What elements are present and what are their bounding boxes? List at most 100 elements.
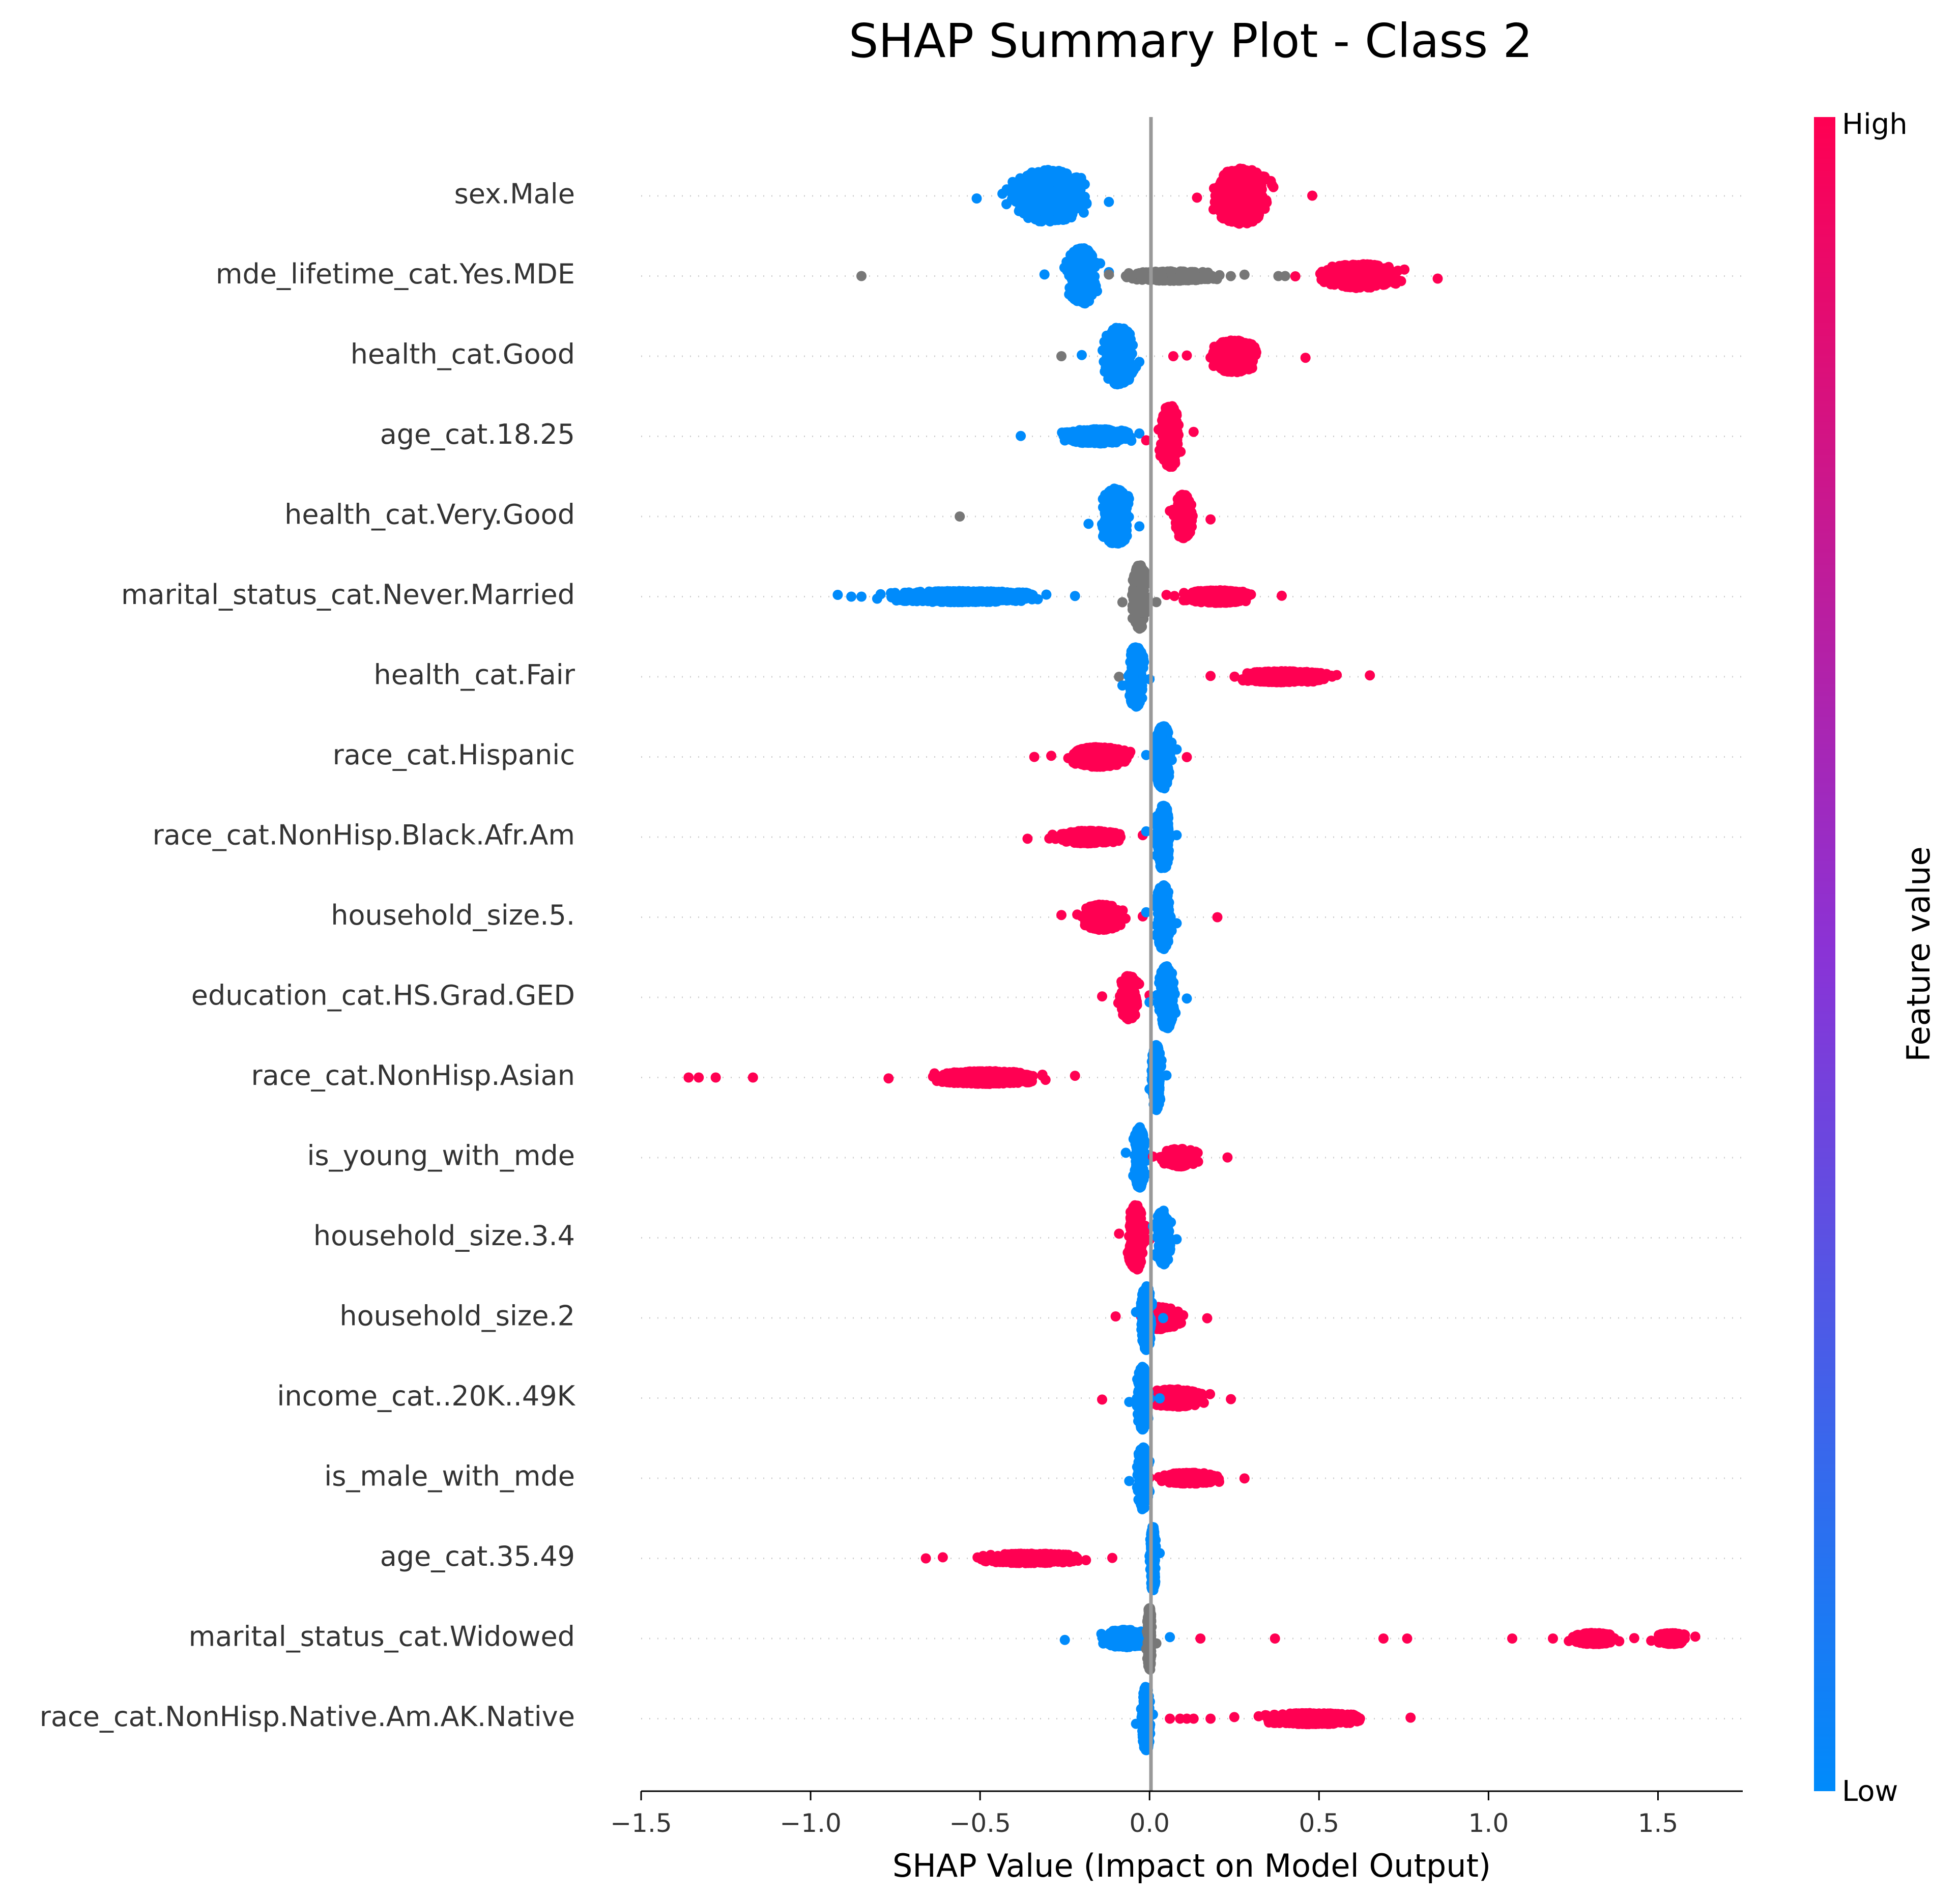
shap-point: [1169, 424, 1179, 435]
shap-point: [1041, 589, 1052, 600]
shap-point: [1110, 530, 1121, 541]
shap-point: [1184, 520, 1194, 531]
shap-point: [1244, 191, 1255, 202]
shap-point: [888, 592, 899, 602]
shap-point: [1300, 353, 1311, 363]
shap-point: [1019, 173, 1030, 184]
shap-point: [1031, 189, 1042, 199]
shap-point: [971, 193, 982, 204]
shap-point: [1001, 184, 1012, 195]
shap-point: [1218, 213, 1228, 223]
shap-point: [1110, 355, 1121, 365]
shap-point: [1307, 190, 1317, 201]
shap-point: [1115, 515, 1126, 526]
beeswarm-points: [683, 163, 1700, 1756]
shap-point: [1054, 183, 1064, 193]
shap-point: [1202, 269, 1213, 279]
shap-point: [1118, 375, 1129, 385]
shap-point: [1213, 360, 1224, 371]
shap-point: [1058, 214, 1069, 225]
shap-point: [1216, 351, 1226, 362]
shap-point: [1329, 266, 1339, 277]
shap-point: [1016, 430, 1026, 441]
shap-point: [1178, 507, 1189, 518]
shap-point: [1074, 270, 1085, 281]
shap-point: [1115, 489, 1126, 499]
shap-point: [1108, 325, 1118, 335]
shap-point: [1121, 337, 1132, 348]
shap-point: [1249, 207, 1260, 218]
shap-point: [1134, 521, 1145, 532]
shap-point: [1367, 278, 1377, 289]
shap-point: [1120, 271, 1131, 281]
shap-point: [1071, 172, 1082, 183]
shap-point: [1073, 286, 1084, 297]
shap-point: [1069, 183, 1080, 193]
shap-point: [1032, 594, 1043, 605]
shap-point: [1087, 272, 1098, 282]
shap-point: [1207, 350, 1218, 361]
shap-point: [1432, 273, 1443, 284]
shap-point: [1239, 269, 1250, 280]
shap-point: [1083, 296, 1093, 306]
shap-point: [1039, 269, 1050, 280]
shap-point: [1237, 352, 1248, 362]
shap-point: [1290, 271, 1301, 281]
shap-point: [1224, 338, 1235, 349]
shap-point: [1227, 166, 1237, 176]
shap-point: [1215, 190, 1226, 201]
shap-point: [1192, 192, 1202, 203]
shap-point: [1230, 216, 1241, 227]
shap-point: [1260, 173, 1271, 184]
shap-point: [1041, 208, 1051, 218]
shap-point: [1070, 198, 1081, 209]
shap-point: [1244, 364, 1254, 375]
shap-point: [1030, 213, 1041, 223]
shap-point: [1219, 177, 1229, 188]
shap-point: [1205, 514, 1216, 525]
shap-point: [1077, 250, 1087, 261]
shap-point: [1070, 591, 1080, 601]
shap-point: [1256, 196, 1267, 207]
row-gridlines: [641, 195, 1743, 1719]
shap-point: [1234, 207, 1245, 217]
shap-point: [1167, 454, 1177, 465]
shap-point: [1110, 504, 1120, 515]
shap-point: [1069, 429, 1079, 440]
shap-point: [832, 590, 843, 600]
shap-point: [1056, 351, 1067, 361]
shap-point: [1181, 350, 1192, 361]
shap-point: [1399, 264, 1410, 275]
shap-point: [1121, 350, 1132, 361]
shap-point: [1040, 177, 1051, 187]
shap-point: [1242, 339, 1253, 350]
shap-point: [1081, 198, 1092, 209]
shap-point: [1078, 428, 1088, 439]
shap-point: [1027, 199, 1038, 210]
shap-point: [1044, 167, 1054, 178]
shap-point: [1100, 366, 1110, 377]
shap-point: [1140, 273, 1151, 284]
shap-point: [1336, 276, 1346, 287]
shap-point: [955, 511, 965, 522]
shap-point: [1179, 492, 1189, 502]
shap-point: [1396, 276, 1406, 286]
shap-point: [1083, 519, 1094, 529]
shap-point: [1225, 271, 1236, 281]
shap-point: [1232, 182, 1243, 193]
shap-point: [1104, 269, 1114, 280]
shap-point: [1012, 196, 1022, 207]
shap-point: [1023, 213, 1033, 223]
shap-point: [1179, 270, 1190, 280]
shap-point: [1174, 524, 1185, 535]
shap-point: [1131, 362, 1141, 372]
shap-point: [856, 271, 867, 281]
shap-point: [1168, 351, 1178, 361]
shap-point: [1373, 269, 1384, 279]
shap-point: [1077, 350, 1087, 360]
shap-point: [1358, 268, 1369, 278]
shap-point: [1109, 428, 1120, 439]
shap-point: [1221, 204, 1231, 214]
shap-point: [1322, 276, 1333, 286]
shap-point: [1280, 271, 1290, 281]
